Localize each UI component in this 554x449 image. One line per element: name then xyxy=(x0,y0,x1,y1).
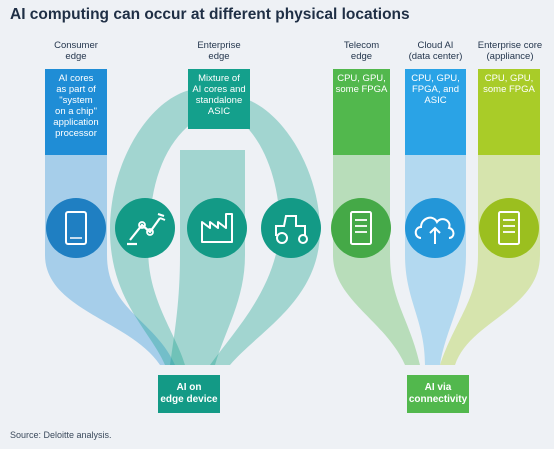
enterprise-ribbon-right xyxy=(210,95,320,365)
telecom-edge-description: CPU, GPU, some FPGA xyxy=(335,73,388,95)
appliance-server-icon xyxy=(479,198,539,258)
connectivity-box xyxy=(407,375,469,413)
cloud-bar xyxy=(405,69,466,155)
enterprise-ribbon-mid xyxy=(170,150,245,365)
telecom-edge-header: Telecom edge xyxy=(343,40,380,62)
enterprise-edge-header: Enterprise edge xyxy=(197,40,241,62)
tractor-icon xyxy=(261,198,321,258)
consumer-bar xyxy=(45,69,107,155)
cloud-upload-icon xyxy=(405,198,465,258)
cloud-ai-description: CPU, GPU, FPGA, and ASIC xyxy=(411,73,460,106)
page-title: AI computing can occur at different phys… xyxy=(10,6,410,23)
enterprise-edge-description: Mixture of AI cores and standalone ASIC xyxy=(192,73,246,117)
enterprise-ribbon-left xyxy=(110,90,220,365)
robot-arm-icon xyxy=(115,198,175,258)
consumer-edge-description: AI cores as part of "system on a chip" a… xyxy=(53,73,99,139)
enterprise-core-header: Enterprise core (appliance) xyxy=(477,40,543,62)
source-note: Source: Deloitte analysis. xyxy=(10,430,112,440)
consumer-edge-header: Consumer edge xyxy=(54,40,98,62)
telecom-bar xyxy=(333,69,390,155)
factory-icon xyxy=(187,198,247,258)
enterprise-core-bar xyxy=(478,69,540,155)
telecom-server-icon xyxy=(331,198,391,258)
enterprise-bar xyxy=(188,69,250,129)
connectivity-label: AI via connectivity xyxy=(408,382,468,405)
edge-device-box xyxy=(158,375,220,413)
cloud-ai-header: Cloud AI (data center) xyxy=(408,40,463,62)
edge-device-label: AI on edge device xyxy=(160,382,218,405)
smartphone-icon xyxy=(46,198,106,258)
enterprise-core-description: CPU, GPU, some FPGA xyxy=(483,73,535,95)
